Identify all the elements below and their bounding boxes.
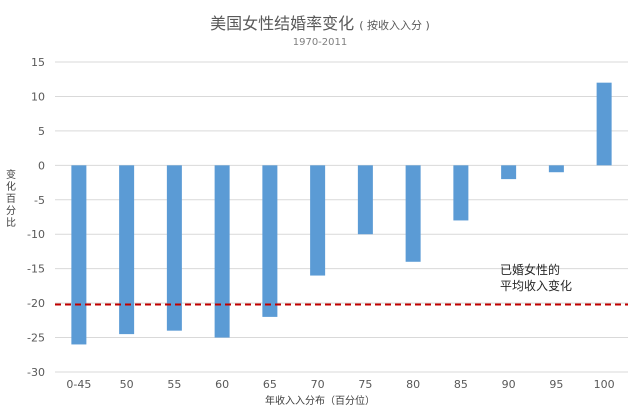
x-tick-label: 75: [358, 378, 372, 391]
x-axis-label: 年收入入分布（百分位）: [265, 396, 375, 407]
y-tick-label: -25: [27, 332, 45, 345]
bar: [548, 165, 564, 173]
x-tick-label: 80: [406, 378, 420, 391]
x-tick-label: 50: [120, 378, 134, 391]
y-tick-label: 10: [31, 90, 45, 103]
y-tick-label: -15: [27, 263, 45, 276]
bar: [310, 165, 326, 276]
x-tick-label: 55: [167, 378, 181, 391]
bar: [166, 165, 182, 331]
y-tick-label: 0: [38, 159, 45, 172]
bar: [501, 165, 517, 180]
bar: [596, 82, 612, 166]
chart-title-note: ( 按收入入分 ): [359, 19, 430, 32]
x-tick-label: 0-45: [66, 378, 91, 391]
reference-line-label-2: 平均收入变化: [500, 279, 573, 293]
x-tick-label: 70: [311, 378, 325, 391]
x-tick-label: 65: [263, 378, 277, 391]
chart-subtitle: 1970-2011: [292, 37, 348, 48]
bar: [71, 165, 87, 345]
reference-line-annotation: 已婚女性的 平均收入变化: [500, 262, 572, 294]
reference-line-label-1: 已婚女性的: [500, 263, 561, 277]
x-tick-label: 100: [594, 378, 615, 391]
y-tick-label: -30: [27, 366, 45, 379]
y-tick-label: -10: [27, 228, 45, 241]
x-tick-label: 60: [215, 378, 229, 391]
bar: [214, 165, 230, 338]
bar: [262, 165, 278, 317]
chart-title-main: 美国女性结婚率变化: [210, 14, 355, 33]
y-tick-label: -5: [34, 194, 45, 207]
bar: [357, 165, 373, 235]
chart-title: 美国女性结婚率变化 ( 按收入入分 ): [0, 10, 640, 34]
x-tick-label: 85: [454, 378, 468, 391]
y-tick-label: 5: [38, 125, 45, 138]
bar: [119, 165, 135, 335]
x-tick-label: 95: [549, 378, 563, 391]
y-axis-label: 变化百分比: [6, 170, 16, 229]
y-tick-label: -20: [27, 297, 45, 310]
bar: [405, 165, 421, 262]
y-tick-label: 15: [31, 56, 45, 69]
bar: [453, 165, 469, 221]
x-tick-label: 90: [502, 378, 516, 391]
